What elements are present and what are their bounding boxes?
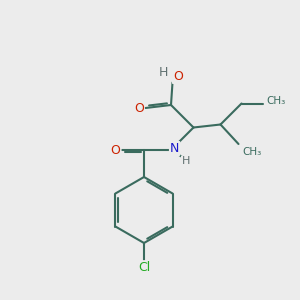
Text: CH₃: CH₃ [242,146,261,157]
Text: O: O [134,101,144,115]
Text: Cl: Cl [138,261,150,274]
Text: O: O [173,70,183,83]
Text: N: N [170,142,179,155]
Text: H: H [182,156,190,167]
Text: O: O [111,143,120,157]
Text: CH₃: CH₃ [266,95,285,106]
Text: H: H [159,66,168,80]
